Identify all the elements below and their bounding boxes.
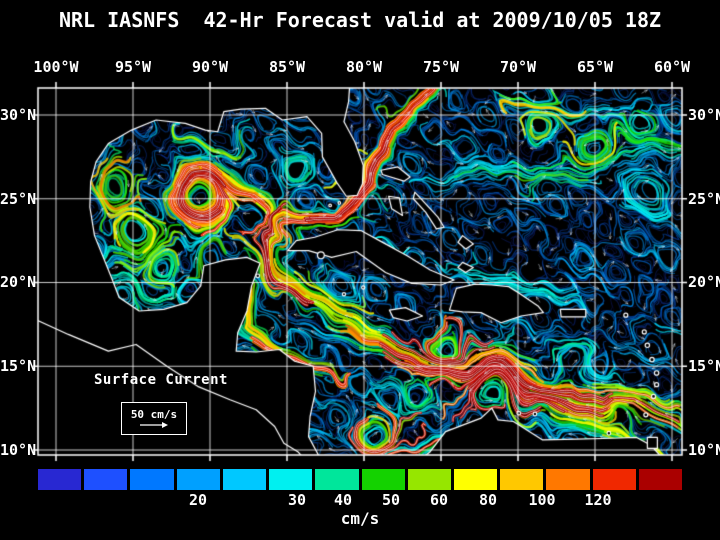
lat-tick-label-left: 15°N [0, 357, 37, 375]
colorbar-segment [222, 469, 267, 490]
lat-tick-label-right: 15°N [688, 357, 720, 375]
lat-tick-label-left: 25°N [0, 190, 37, 208]
scale-value-label: 50 cm/s [130, 407, 178, 421]
colorbar-segment [592, 469, 636, 490]
lon-tick-label: 85°W [268, 58, 306, 76]
colorbar-segment [130, 469, 174, 490]
lon-tick-label: 95°W [114, 58, 152, 76]
colorbar-tick-label: 30 [287, 491, 307, 509]
lon-tick-label: 90°W [191, 58, 229, 76]
scale-arrow-icon [140, 421, 168, 428]
colorbar-segment [638, 469, 683, 490]
lon-tick-label: 100°W [33, 58, 79, 76]
colorbar-segment [361, 469, 405, 490]
colorbar-tick-label: 100 [528, 491, 556, 509]
colorbar-segment [38, 469, 82, 490]
lon-tick-label: 75°W [422, 58, 460, 76]
colorbar-segment [500, 469, 544, 490]
lat-tick-label-right: 10°N [688, 441, 720, 459]
scale-legend-box: 50 cm/s [121, 402, 187, 435]
colorbar-segment [269, 469, 313, 490]
lon-tick-label: 80°W [345, 58, 383, 76]
colorbar-tick-label: 50 [381, 491, 401, 509]
lat-tick-label-left: 30°N [0, 106, 37, 124]
lat-tick-label-right: 30°N [688, 106, 720, 124]
plot-title: NRL IASNFS 42-Hr Forecast valid at 2009/… [58, 8, 662, 32]
colorbar-segment [176, 469, 220, 490]
colorbar [38, 469, 683, 490]
lat-tick-label-right: 20°N [688, 273, 720, 291]
lon-tick-label: 65°W [576, 58, 614, 76]
colorbar-tick-label: 20 [188, 491, 208, 509]
lon-tick-label: 70°W [499, 58, 537, 76]
surface-current-label: Surface Current [94, 372, 228, 388]
colorbar-segment [453, 469, 498, 490]
colorbar-tick-label: 120 [584, 491, 612, 509]
colorbar-tick-label: 40 [333, 491, 353, 509]
colorbar-segment [315, 469, 359, 490]
colorbar-tick-label: 80 [478, 491, 498, 509]
colorbar-segment [546, 469, 590, 490]
lon-tick-label: 60°W [653, 58, 691, 76]
colorbar-tick-label: 60 [429, 491, 449, 509]
colorbar-segment [84, 469, 128, 490]
colorbar-unit-label: cm/s [340, 509, 380, 528]
colorbar-segment [407, 469, 451, 490]
lat-tick-label-right: 25°N [688, 190, 720, 208]
lat-tick-label-left: 20°N [0, 273, 37, 291]
lat-tick-label-left: 10°N [0, 441, 37, 459]
